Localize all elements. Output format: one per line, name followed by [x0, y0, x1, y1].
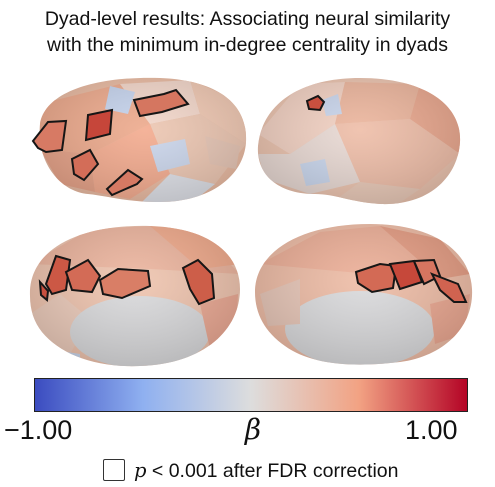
colorbar-gradient [35, 379, 467, 411]
right-lateral-significant-regions [305, 94, 326, 112]
left-medial-significant-regions [38, 254, 216, 306]
colorbar-max-label: 1.00 [405, 415, 458, 445]
left-lateral-significant-regions [31, 88, 190, 197]
significance-legend: p < 0.001 after FDR correction [0, 458, 495, 486]
figure-title: Dyad-level results: Associating neural s… [0, 6, 495, 58]
title-line-1: Dyad-level results: Associating neural s… [44, 8, 451, 30]
legend-text: < 0.001 after FDR correction [146, 460, 399, 482]
colorbar-min-label: −1.00 [4, 415, 73, 445]
outline-swatch [103, 459, 125, 481]
left-medial-hemisphere [29, 225, 240, 367]
left-lateral-hemisphere [39, 77, 247, 202]
legend-p-symbol: p [134, 459, 147, 482]
right-lateral-hemisphere [257, 78, 461, 205]
title-line-2: with the minimum in-degree centrality in… [46, 34, 448, 56]
legend-label: p < 0.001 after FDR correction [134, 458, 398, 484]
colorbar [34, 378, 468, 412]
right-medial-significant-regions [354, 258, 468, 303]
colorbar-symbol: β [244, 413, 262, 446]
brain-surface-panel [29, 77, 473, 367]
right-medial-hemisphere [255, 224, 473, 365]
